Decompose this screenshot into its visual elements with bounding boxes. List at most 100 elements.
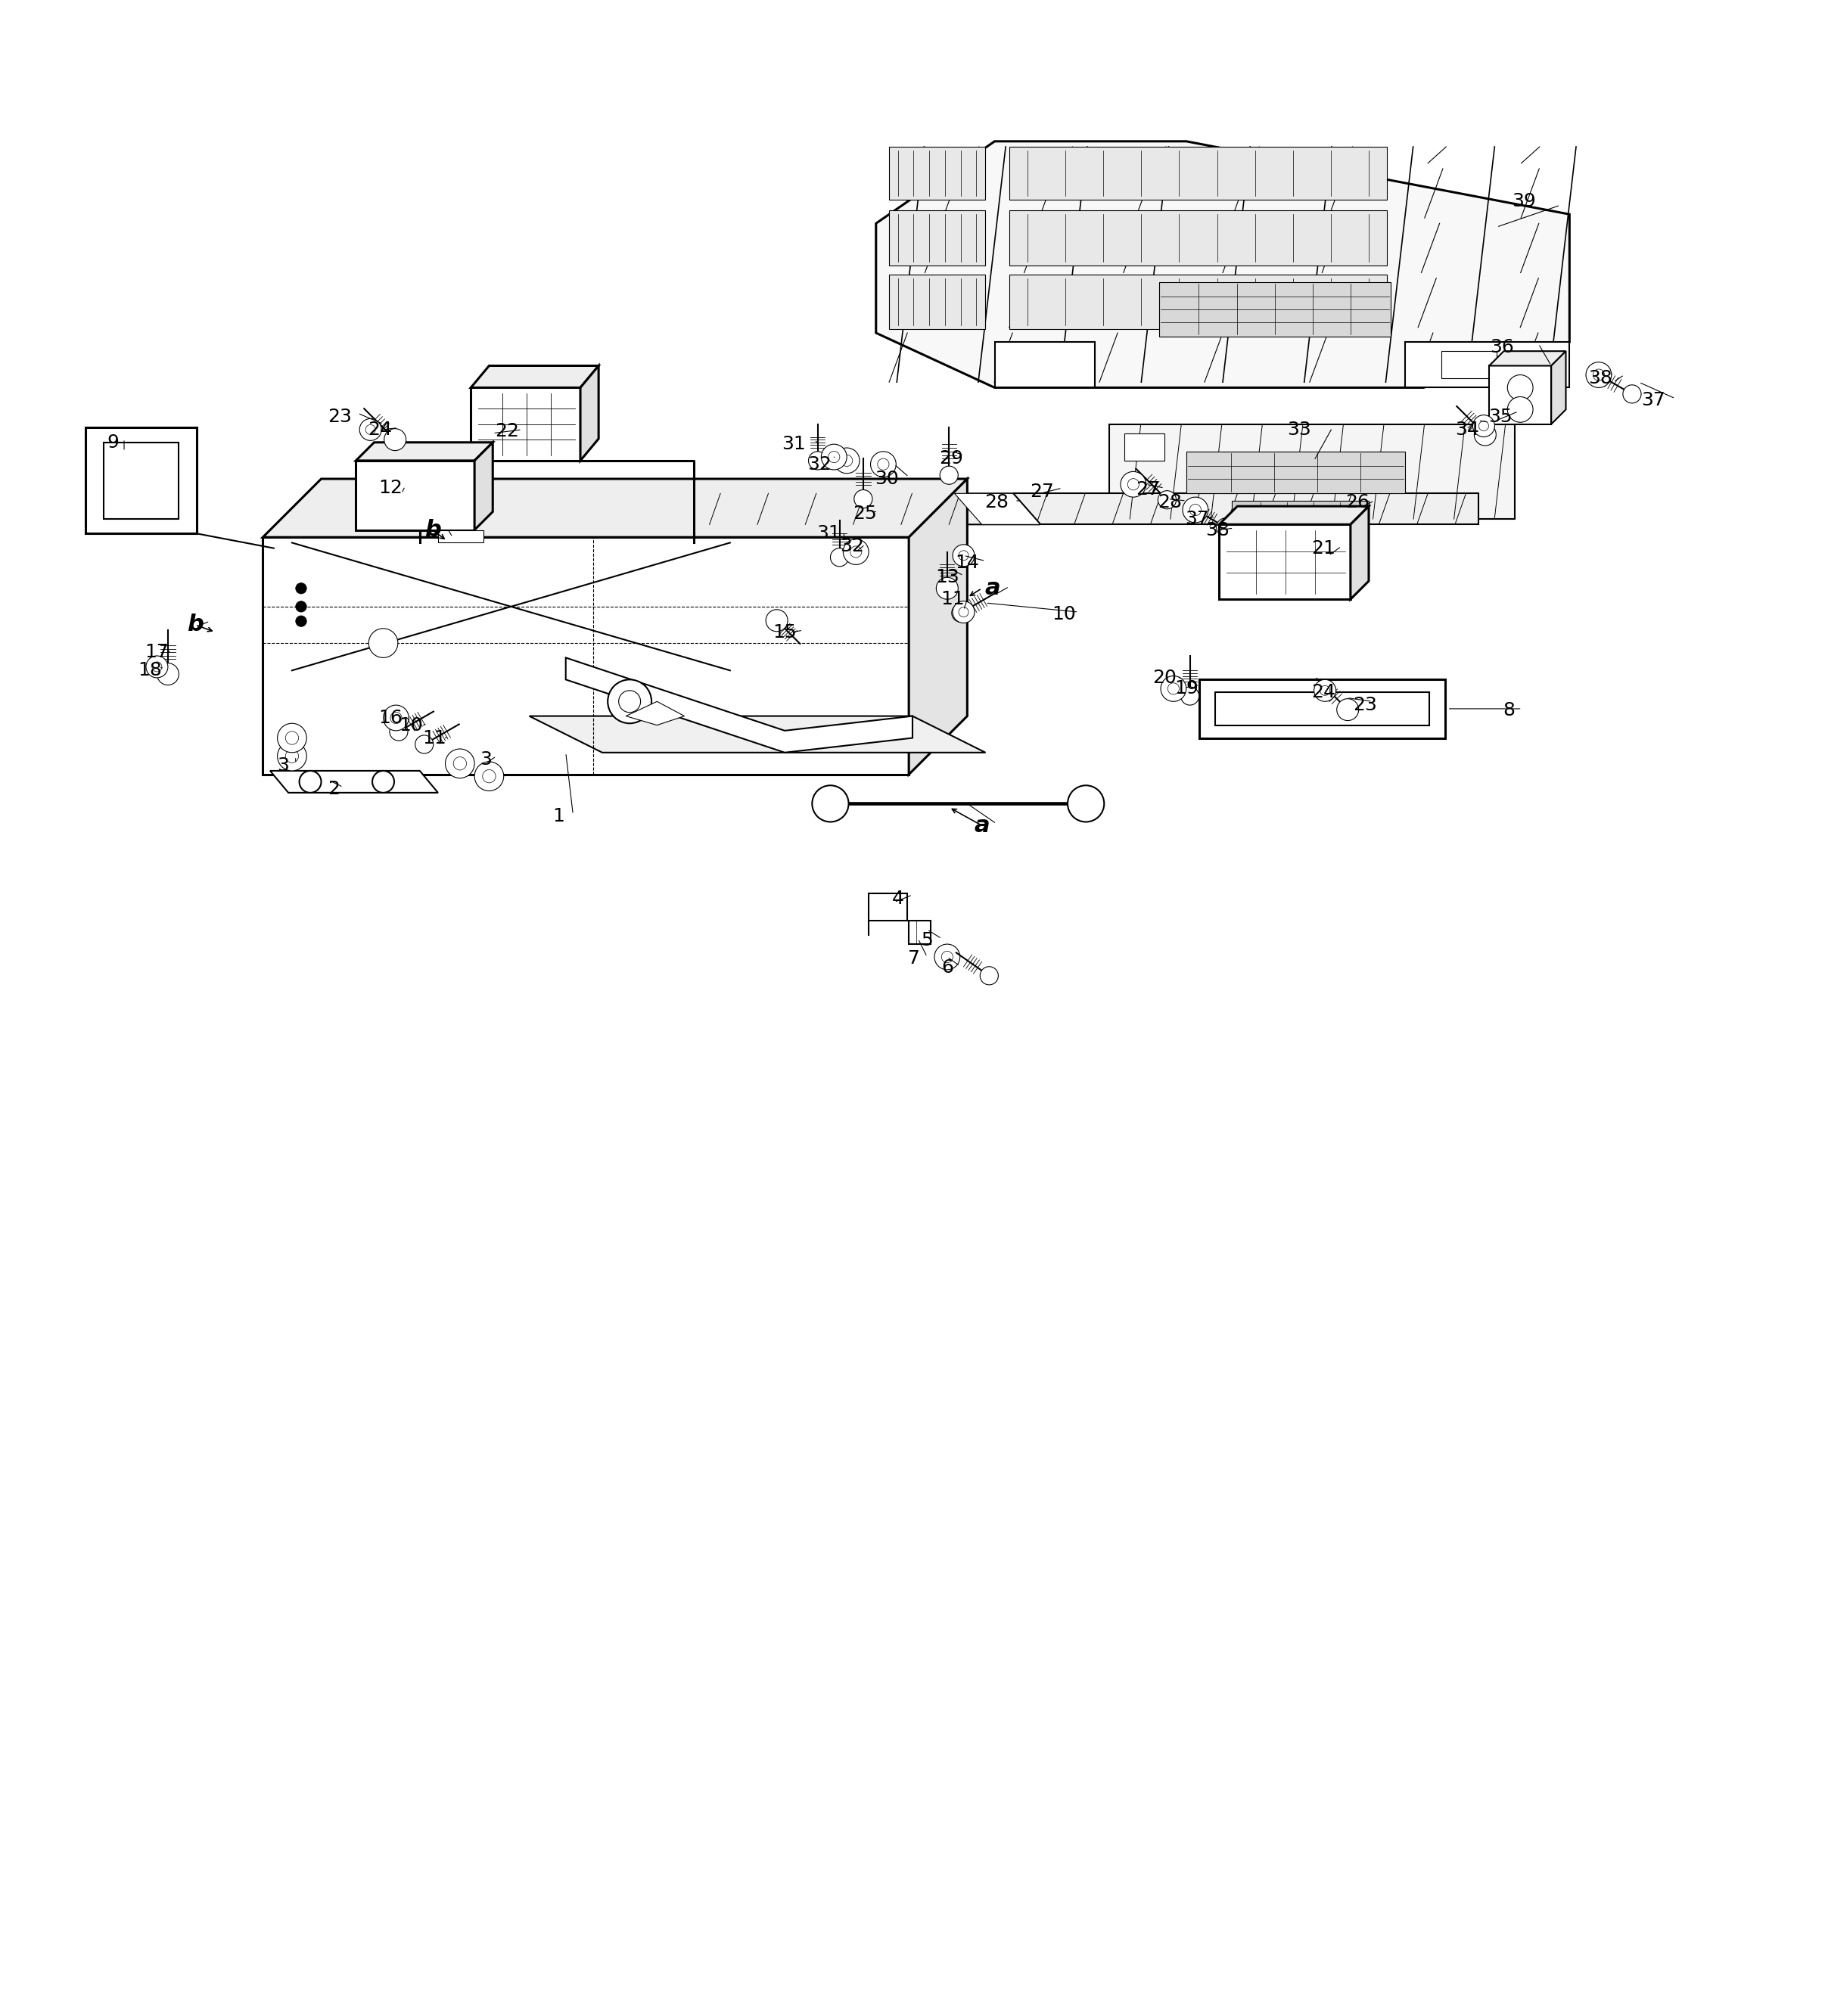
Polygon shape	[1009, 274, 1387, 329]
Text: 38: 38	[1204, 520, 1230, 538]
Circle shape	[482, 770, 496, 782]
Polygon shape	[1232, 500, 1369, 518]
Polygon shape	[1110, 423, 1515, 518]
Circle shape	[1181, 687, 1199, 706]
Polygon shape	[876, 141, 1570, 387]
Circle shape	[951, 605, 969, 623]
Polygon shape	[626, 702, 684, 726]
Circle shape	[871, 452, 896, 478]
Circle shape	[1622, 385, 1641, 403]
Circle shape	[414, 736, 433, 754]
Circle shape	[1128, 478, 1139, 490]
Text: 28: 28	[984, 494, 1009, 512]
Text: 35: 35	[1487, 407, 1513, 425]
Text: 11: 11	[422, 730, 447, 748]
Circle shape	[1336, 700, 1358, 720]
Polygon shape	[1009, 147, 1387, 200]
Text: 7: 7	[909, 950, 920, 968]
Polygon shape	[263, 480, 967, 536]
Circle shape	[619, 691, 641, 712]
Polygon shape	[1489, 365, 1551, 423]
Circle shape	[1586, 363, 1611, 387]
Text: 39: 39	[1511, 192, 1537, 210]
Polygon shape	[1405, 343, 1569, 387]
Text: 32: 32	[840, 538, 865, 556]
Circle shape	[157, 663, 179, 685]
Text: 24: 24	[367, 421, 392, 439]
Text: 21: 21	[1310, 538, 1336, 556]
Polygon shape	[1442, 351, 1496, 379]
Text: 9: 9	[108, 433, 119, 452]
Circle shape	[1314, 679, 1336, 702]
Text: 4: 4	[892, 889, 903, 907]
Polygon shape	[1219, 506, 1369, 524]
Text: 23: 23	[327, 407, 352, 425]
Circle shape	[1478, 421, 1489, 431]
Circle shape	[1217, 518, 1236, 536]
Circle shape	[878, 458, 889, 470]
Text: 1: 1	[553, 806, 564, 825]
Text: 30: 30	[874, 470, 900, 488]
Circle shape	[830, 548, 849, 566]
Polygon shape	[474, 442, 493, 530]
Text: 10: 10	[1051, 605, 1077, 623]
Text: 31: 31	[781, 435, 807, 454]
Circle shape	[445, 748, 474, 778]
Text: 37: 37	[1641, 391, 1666, 409]
Circle shape	[453, 756, 467, 770]
Circle shape	[1068, 786, 1104, 823]
Polygon shape	[1159, 282, 1391, 337]
Circle shape	[942, 952, 953, 964]
Text: 38: 38	[1588, 369, 1613, 387]
Polygon shape	[1186, 452, 1405, 494]
Text: 37: 37	[1184, 510, 1210, 528]
Polygon shape	[356, 442, 493, 460]
Circle shape	[958, 607, 969, 617]
Polygon shape	[1124, 433, 1164, 460]
Circle shape	[821, 444, 847, 470]
Circle shape	[1121, 472, 1146, 498]
Circle shape	[1319, 685, 1330, 696]
Circle shape	[383, 706, 409, 730]
Text: 6: 6	[942, 960, 953, 978]
Circle shape	[391, 712, 402, 724]
Polygon shape	[438, 530, 484, 542]
Text: b: b	[186, 613, 204, 635]
Circle shape	[1475, 423, 1496, 446]
Polygon shape	[86, 427, 197, 534]
Polygon shape	[889, 274, 986, 329]
Text: 3: 3	[480, 750, 491, 768]
Circle shape	[1507, 375, 1533, 401]
Circle shape	[1473, 415, 1495, 437]
Text: 13: 13	[934, 569, 960, 587]
Text: 8: 8	[1504, 702, 1515, 720]
Circle shape	[365, 425, 376, 435]
Text: 16: 16	[378, 710, 403, 728]
Polygon shape	[909, 480, 967, 774]
Circle shape	[812, 786, 849, 823]
Text: 11: 11	[940, 591, 965, 609]
Polygon shape	[471, 387, 580, 460]
Circle shape	[608, 679, 652, 724]
Text: 27: 27	[1029, 482, 1055, 500]
Text: 14: 14	[954, 554, 980, 573]
Circle shape	[936, 577, 958, 599]
Circle shape	[296, 615, 307, 627]
Text: 2: 2	[328, 780, 339, 798]
Text: 20: 20	[1152, 669, 1177, 687]
Polygon shape	[1489, 351, 1566, 365]
Circle shape	[277, 742, 307, 770]
Polygon shape	[1551, 351, 1566, 423]
Text: 36: 36	[1489, 339, 1515, 357]
Circle shape	[829, 452, 840, 464]
Text: 26: 26	[1345, 494, 1371, 512]
Circle shape	[389, 722, 407, 740]
Polygon shape	[1013, 494, 1478, 524]
Circle shape	[285, 750, 299, 762]
Polygon shape	[270, 770, 438, 792]
Polygon shape	[869, 893, 907, 921]
Text: a: a	[986, 577, 1000, 599]
Circle shape	[843, 538, 869, 564]
Circle shape	[766, 609, 788, 631]
Text: 31: 31	[816, 524, 841, 542]
